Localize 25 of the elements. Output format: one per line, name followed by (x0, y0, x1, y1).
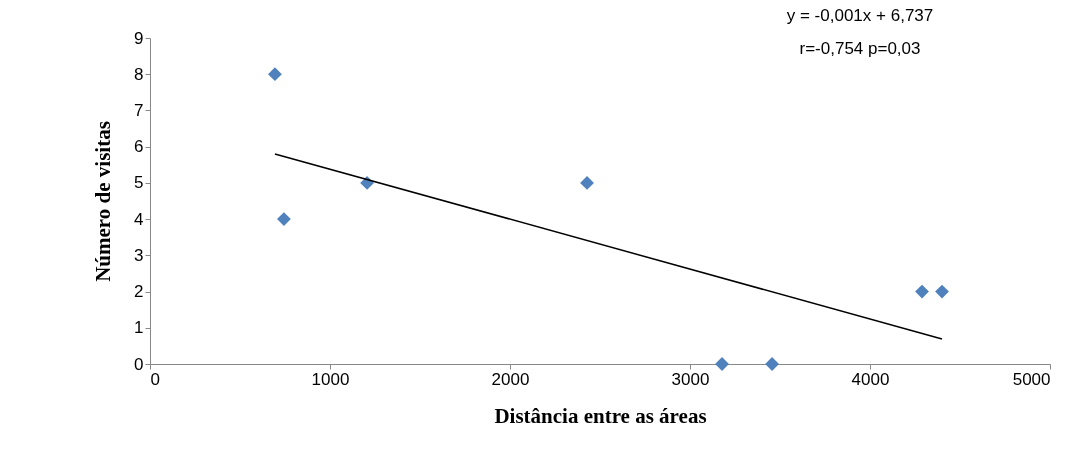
point (268, 67, 282, 82)
annotation: r=-0,754 p=0,03 (799, 39, 921, 58)
y-tick-label: 6 (134, 137, 144, 157)
x-tick-label: 4000 (851, 369, 890, 389)
text: y = -0,001x + 6,737 (786, 6, 934, 25)
y-tick-label: 7 (134, 100, 144, 120)
x-axis-title: Distância entre as áreas (494, 403, 707, 428)
point (580, 176, 594, 190)
y-tick-label: 3 (134, 245, 144, 265)
y-tick-label: 9 (134, 28, 144, 48)
y-tick-label: 4 (134, 209, 144, 229)
x-tick-label: 0 (150, 369, 160, 389)
point (935, 284, 949, 299)
point (277, 212, 291, 226)
point (915, 284, 929, 299)
x-tick-label: 1000 (311, 369, 350, 389)
y-tick-label: 8 (134, 64, 144, 84)
y-tick-label: 5 (134, 173, 144, 193)
y-tick-label: 1 (134, 318, 144, 338)
y-tick-label: 0 (134, 354, 144, 374)
x-tick-label: 3000 (671, 369, 710, 389)
y-tick-label: 2 (134, 282, 144, 302)
x-tick-label: 5000 (1012, 369, 1051, 389)
x-tick-label: 2000 (491, 369, 530, 389)
y-axis-title: Número de visitas (91, 121, 116, 282)
